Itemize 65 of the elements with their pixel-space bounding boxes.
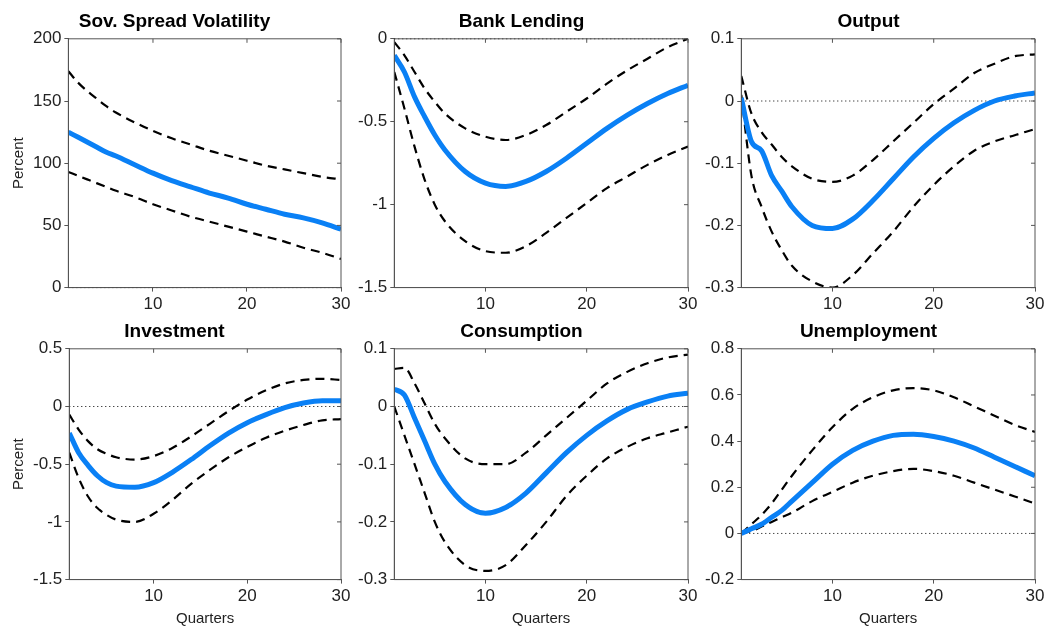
- y-tick-label: 0: [51, 277, 62, 297]
- line-series: [68, 170, 341, 261]
- chart-title: Bank Lending: [458, 9, 585, 31]
- y-axis-title: Percent: [9, 136, 27, 190]
- y-tick-label: 150: [32, 90, 62, 110]
- y-tick-label: 0.5: [38, 338, 63, 358]
- y-tick-label: 0.8: [710, 338, 735, 358]
- x-tick-label: 10: [144, 586, 164, 606]
- y-tick-label: -0.2: [358, 511, 388, 531]
- chart-title: Investment: [124, 319, 226, 341]
- x-tick-label: 20: [237, 294, 257, 314]
- x-tick-label: 30: [331, 294, 351, 314]
- y-tick-label: 0: [724, 90, 735, 110]
- y-tick-label: -0.3: [358, 569, 388, 589]
- chart-title: Sov. Spread Volatility: [78, 9, 271, 31]
- x-tick-label: 30: [1025, 586, 1045, 606]
- y-tick-label: 0: [724, 523, 735, 543]
- y-tick-label: 200: [32, 28, 62, 48]
- y-tick-label: 0: [377, 396, 388, 416]
- chart-title: Consumption: [460, 319, 583, 341]
- x-tick-label: 20: [237, 586, 257, 606]
- y-axis-title: Percent: [9, 437, 27, 491]
- y-tick-label: 0.2: [710, 476, 735, 496]
- x-tick-label: 30: [1025, 294, 1045, 314]
- line-series: [394, 70, 688, 254]
- x-tick-label: 20: [924, 586, 944, 606]
- x-tick-label: 30: [678, 294, 698, 314]
- y-tick-label: -0.3: [705, 277, 735, 297]
- line-series: [741, 53, 1035, 183]
- y-tick-label: -0.5: [358, 111, 388, 131]
- x-tick-label: 20: [577, 294, 597, 314]
- y-tick-label: -1.5: [358, 277, 388, 297]
- y-tick-label: 0: [377, 28, 388, 48]
- x-tick-label: 10: [475, 586, 495, 606]
- chart-title: Unemployment: [799, 319, 938, 341]
- y-tick-label: 0.6: [710, 384, 735, 404]
- chart-title: Output: [837, 9, 901, 31]
- line-series: [69, 418, 341, 523]
- y-tick-label: -0.1: [705, 152, 735, 172]
- x-tick-label: 10: [822, 586, 842, 606]
- y-tick-label: -1: [372, 194, 388, 214]
- y-tick-label: 100: [32, 152, 62, 172]
- y-tick-label: 0.1: [363, 338, 388, 358]
- y-tick-label: 50: [42, 215, 62, 235]
- x-tick-label: 20: [577, 586, 597, 606]
- y-tick-label: -1.5: [33, 569, 63, 589]
- y-tick-label: -0.2: [705, 569, 735, 589]
- y-tick-label: -0.2: [705, 215, 735, 235]
- y-tick-label: -1: [47, 511, 63, 531]
- x-axis-title: Quarters: [175, 609, 235, 627]
- x-tick-label: 30: [678, 586, 698, 606]
- y-tick-label: 0.1: [710, 28, 735, 48]
- x-tick-label: 10: [475, 294, 495, 314]
- y-tick-label: -0.1: [358, 453, 388, 473]
- x-tick-label: 10: [822, 294, 842, 314]
- x-tick-label: 20: [924, 294, 944, 314]
- x-axis-title: Quarters: [858, 609, 918, 627]
- x-tick-label: 10: [143, 294, 163, 314]
- y-tick-label: 0.4: [710, 430, 735, 450]
- line-series: [69, 377, 341, 461]
- y-tick-label: -0.5: [33, 453, 63, 473]
- line-series: [394, 353, 688, 466]
- y-tick-label: 0: [52, 396, 63, 416]
- x-tick-label: 30: [331, 586, 351, 606]
- x-axis-title: Quarters: [511, 609, 571, 627]
